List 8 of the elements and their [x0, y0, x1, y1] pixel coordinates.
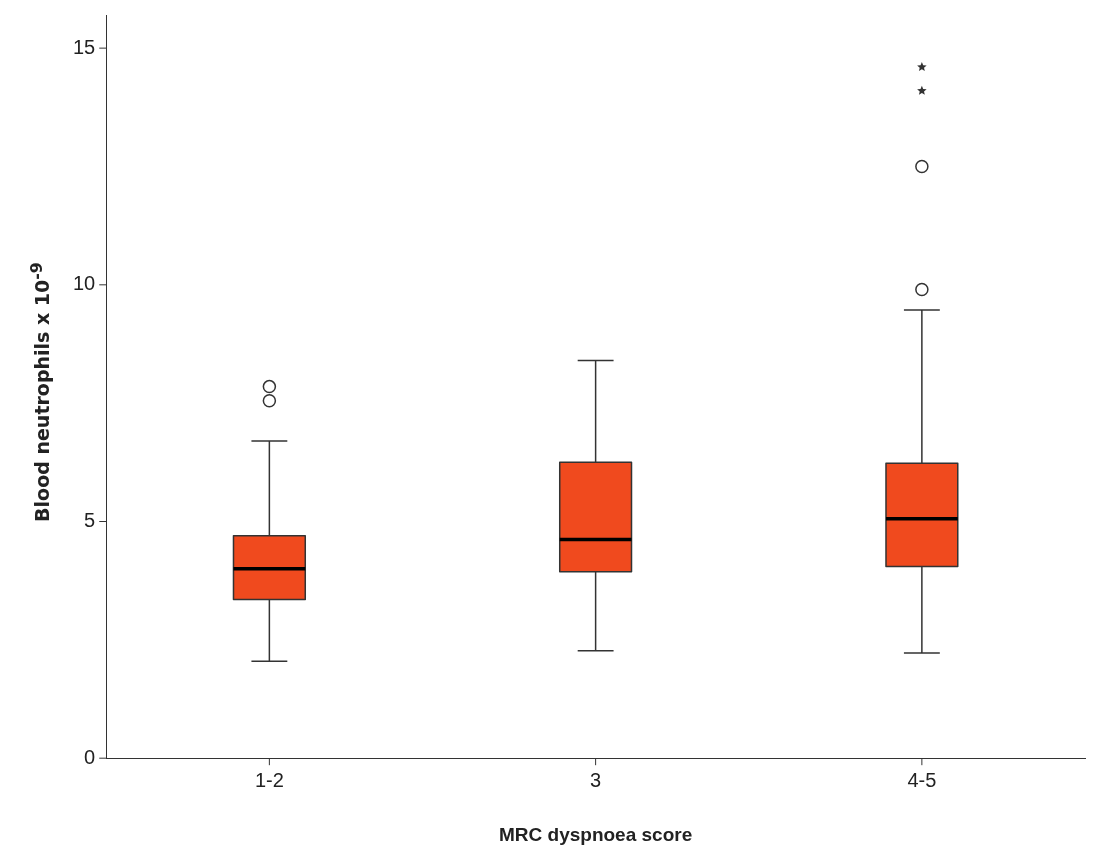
x-tick-label: 1-2: [254, 768, 284, 791]
y-tick-label: 0: [84, 745, 96, 768]
y-tick-label: 15: [73, 35, 96, 58]
y-tick-label: 10: [73, 272, 96, 295]
x-tick-label: 3: [590, 768, 602, 791]
x-axis-title: MRC dyspnoea score: [499, 823, 693, 845]
x-tick-label: 4-5: [907, 768, 937, 791]
y-tick-label: 5: [84, 509, 96, 532]
